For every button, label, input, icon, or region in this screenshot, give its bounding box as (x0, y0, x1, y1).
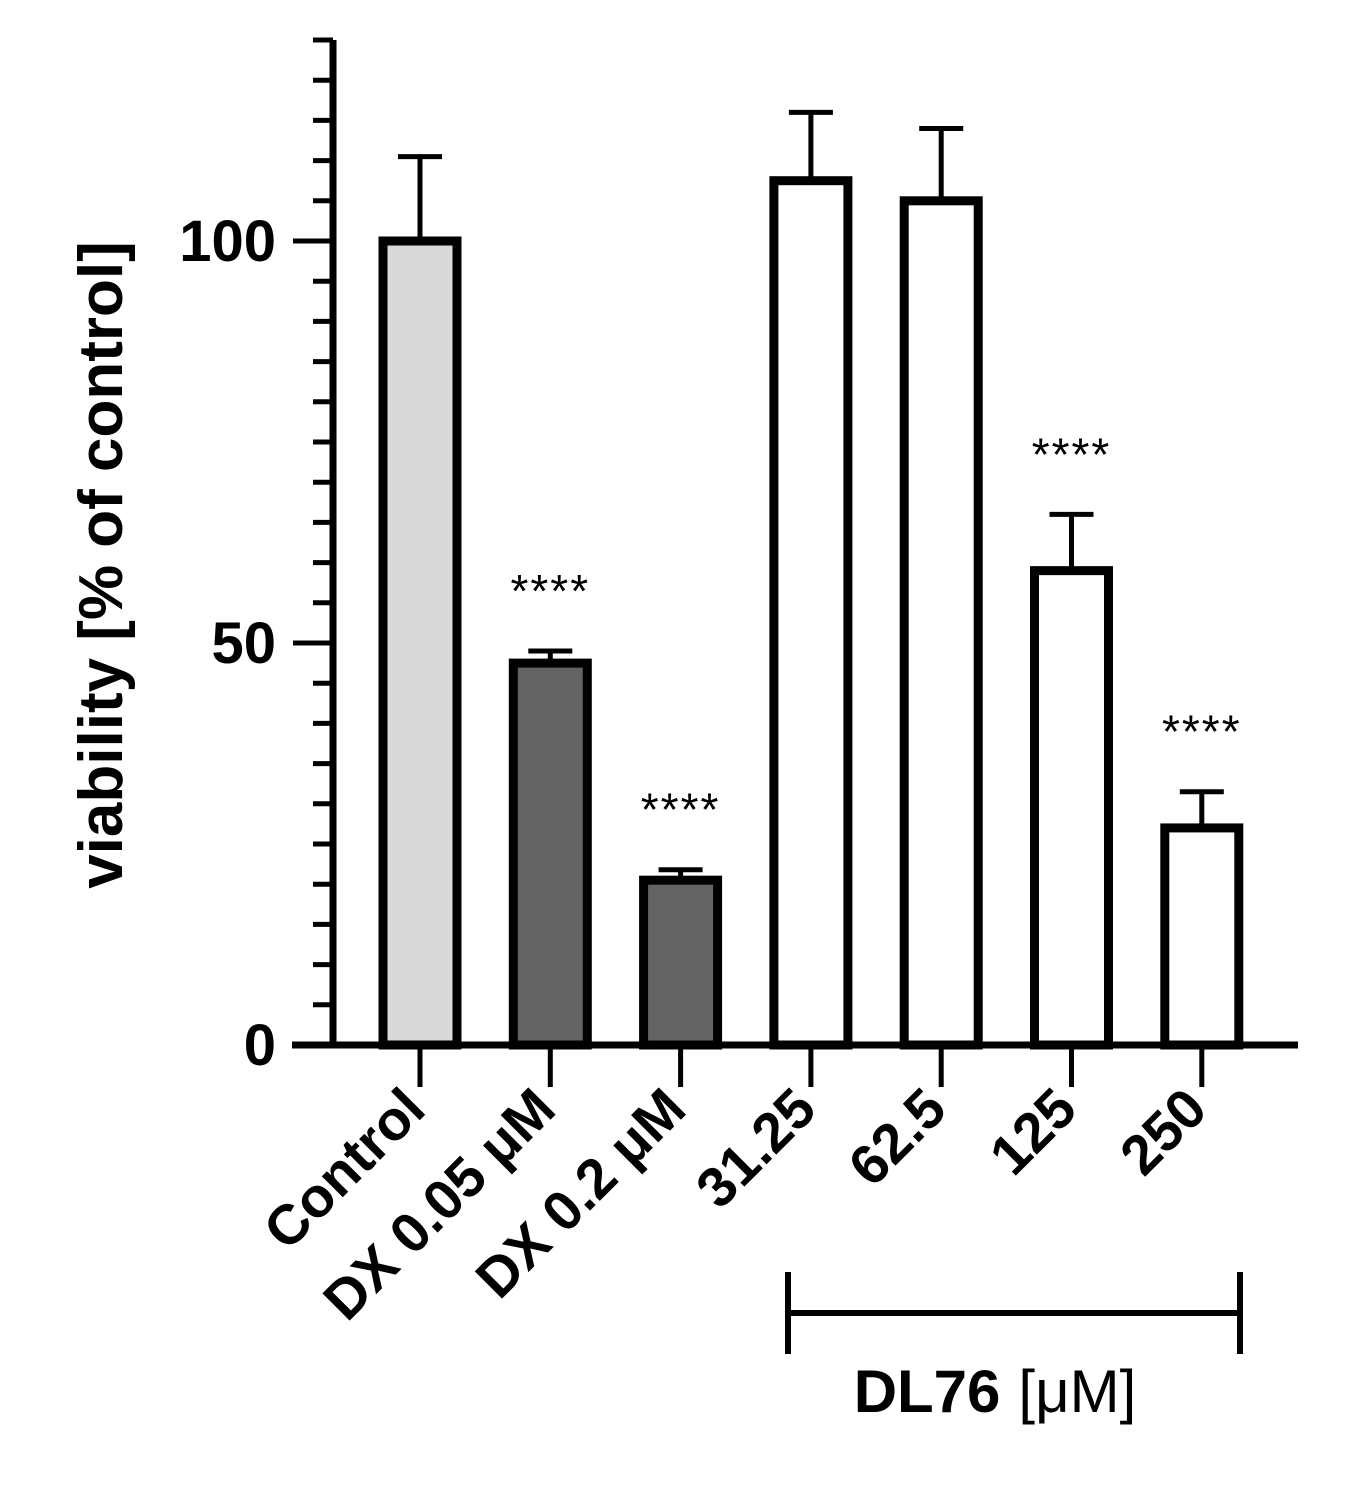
category-label: 250 (1108, 1076, 1219, 1187)
y-axis: 0 50 100 (179, 37, 337, 1078)
bar (378, 236, 462, 1050)
x-axis (292, 1041, 1298, 1087)
bar (899, 196, 983, 1050)
y-tick-label: 100 (179, 209, 276, 274)
category-label: 125 (977, 1076, 1088, 1187)
bar (769, 176, 853, 1050)
y-tick-label: 50 (211, 611, 276, 676)
bar (639, 875, 723, 1050)
dl76-group-bracket: DL76 [μM] (785, 1272, 1243, 1425)
y-tick-label: 0 (244, 1013, 276, 1078)
group-label: DL76 [μM] (854, 1358, 1137, 1425)
significance-label: **** (1162, 706, 1242, 758)
bars: **** **** **** **** (378, 109, 1244, 1050)
y-axis-label: viability [% of control] (67, 241, 136, 889)
significance-label: **** (641, 784, 721, 836)
bar (508, 658, 592, 1050)
significance-label: **** (510, 565, 590, 617)
significance-label: **** (1032, 428, 1112, 480)
bar (1160, 823, 1244, 1050)
category-label: 62.5 (836, 1076, 958, 1198)
bar (1030, 566, 1113, 1050)
category-label: 31.25 (684, 1076, 828, 1220)
group-title: DL76 (854, 1358, 1001, 1425)
group-unit: [μM] (1018, 1358, 1136, 1425)
